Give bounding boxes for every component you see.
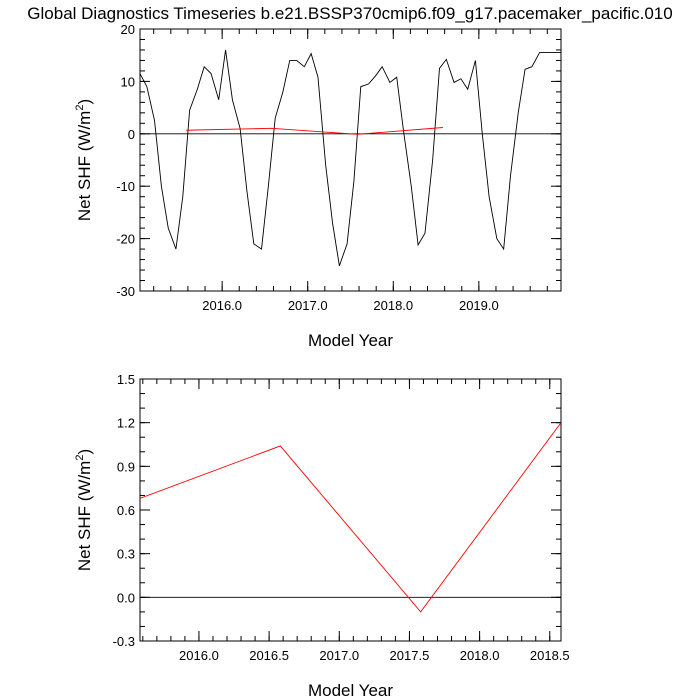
x-tick-label: 2019.0 (459, 298, 499, 313)
plot-frame (139, 378, 562, 642)
figure-title: Global Diagnostics Timeseries b.e21.BSSP… (27, 4, 672, 23)
bottom-panel: 2016.0 2016.5 2017.0 2017.5 2018.0 2018.5 -0.3… (74, 372, 570, 700)
x-tick-label: 2017.0 (319, 648, 359, 663)
y-tick-label: -0.3 (113, 634, 135, 649)
y-tick-label: 0.3 (117, 547, 135, 562)
x-tick-label: 2017.0 (288, 298, 328, 313)
x-axis-label: Model Year (308, 331, 393, 350)
x-tick-label: 2016.0 (179, 648, 219, 663)
y-tick-label: 0.0 (117, 590, 135, 605)
y-tick-label: 0.9 (117, 459, 135, 474)
y-tick-label: 1.5 (117, 372, 135, 387)
y-axis-label: Net SHF (W/m2) (74, 449, 94, 571)
top-panel: 2016.0 2017.0 2018.0 2019.0 -30 -20 -10 0 10 20 Mo… (74, 22, 562, 350)
y-tick-label: 0 (128, 127, 135, 142)
y-tick-label: 0.6 (117, 503, 135, 518)
y-tick-label: 1.2 (117, 416, 135, 431)
x-tick-label: 2017.5 (390, 648, 430, 663)
x-tick-label: 2018.5 (530, 648, 570, 663)
y-tick-label: -30 (116, 284, 135, 299)
x-tick-label: 2018.0 (373, 298, 413, 313)
monthly-line (140, 49, 561, 266)
y-tick-label: -20 (116, 232, 135, 247)
y-tick-label: 20 (121, 22, 135, 37)
y-axis-label: Net SHF (W/m2) (74, 99, 94, 221)
annual-mean-line (140, 422, 561, 613)
y-tick-label: -10 (116, 179, 135, 194)
annual-mean-line (186, 127, 443, 135)
plot-frame (139, 28, 562, 292)
x-tick-label: 2018.0 (460, 648, 500, 663)
x-axis-label: Model Year (308, 681, 393, 700)
x-tick-label: 2016.0 (202, 298, 242, 313)
x-tick-label: 2016.5 (249, 648, 289, 663)
y-tick-label: 10 (121, 74, 135, 89)
